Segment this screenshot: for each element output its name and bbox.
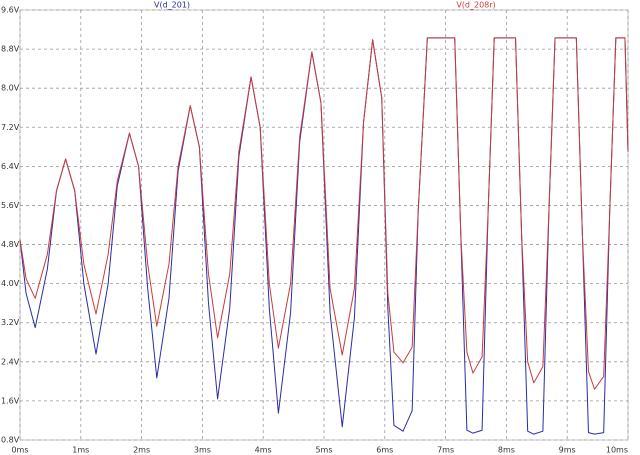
x-tick-label: 3ms [194,446,211,455]
y-tick-label: 4.8V [1,240,20,249]
plot-frame [19,9,629,441]
y-tick-label: 2.4V [1,357,20,366]
x-tick-label: 9ms [559,446,576,455]
series-line [19,37,629,435]
y-tick-label: 1.6V [1,396,20,405]
x-tick-label: 0ms [11,446,28,455]
y-tick-label: 3.2V [1,318,20,327]
y-tick-label: 8.0V [1,84,20,93]
y-tick-label: 4.0V [1,279,20,288]
y-tick-label: 5.6V [1,201,20,210]
x-tick-label: 6ms [376,446,393,455]
x-tick-label: 5ms [315,446,332,455]
x-tick-label: 4ms [255,446,272,455]
y-tick-label: 8.8V [1,45,20,54]
x-tick-label: 7ms [437,446,454,455]
y-tick-label: 7.2V [1,123,20,132]
x-tick-label: 8ms [498,446,515,455]
y-tick-label: 6.4V [1,162,20,171]
legend-label: V(d_201) [154,1,190,10]
series-line [19,37,629,390]
x-tick-label: 10ms [606,446,628,455]
x-tick-label: 2ms [133,446,150,455]
x-tick-label: 1ms [72,446,89,455]
y-tick-label: 0.8V [1,436,20,445]
y-tick-label: 9.6V [1,6,20,15]
legend-label: V(d_208r) [456,1,495,10]
